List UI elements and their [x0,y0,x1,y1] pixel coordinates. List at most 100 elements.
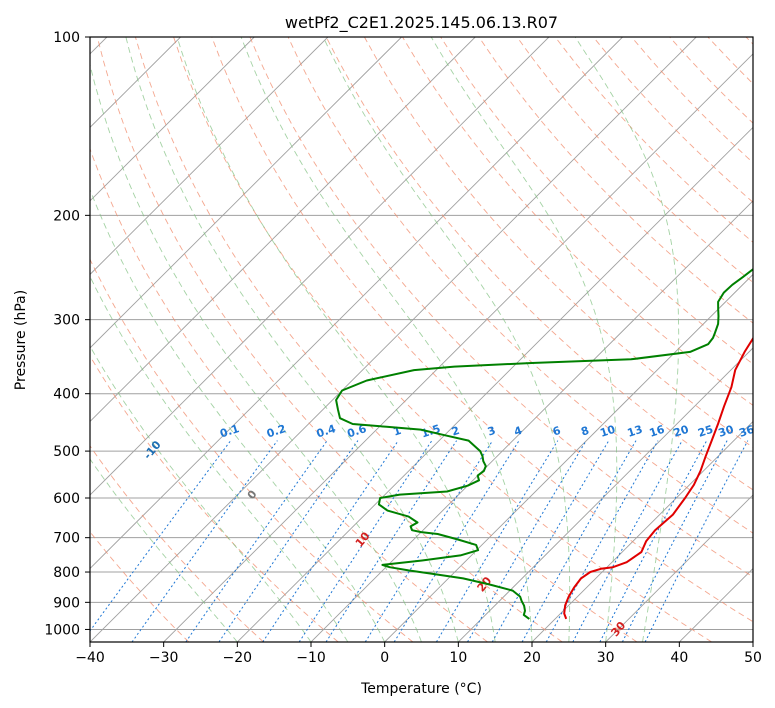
mixing-ratio-line [491,440,610,642]
moist-adiabat-line [90,345,312,642]
dry-adiabat-line [96,37,563,642]
dry-adiabat-line [287,37,753,534]
isotherm-line [90,37,623,570]
isotherm-line [90,37,329,276]
y-tick-label: 1000 [44,622,80,638]
plot-frame [89,36,754,643]
moist-adiabats [90,37,680,642]
mixing-ratio-line [325,440,458,642]
x-tick-label: 0 [380,650,389,666]
mixing-ratio-line [298,440,433,642]
moist-adiabat-line [176,37,496,642]
y-tick-label: 500 [53,444,80,460]
mixing-ratio-label: 8 [579,424,590,439]
moist-adiabat-line [90,62,422,642]
x-tick-label: 40 [670,650,688,666]
x-axis-title: Temperature (°C) [360,681,482,697]
isotherm-line [90,37,476,423]
mixing-ratio-label: 0.1 [218,422,241,440]
chart-title: wetPf2_C2E1.2025.145.06.13.R07 [285,13,558,33]
mixing-ratio-line [467,440,587,642]
isotherm-line [605,494,753,642]
mixing-ratio-line [185,440,328,642]
mixing-ratio-label: 0.6 [346,422,369,440]
mixing-ratio-label: 1 [392,424,403,439]
mixing-ratio-label: 25 [696,423,715,440]
mixing-ratio-label: 10 [598,423,617,440]
moist-adiabat-line [90,458,238,642]
mixing-ratio-line [393,440,520,642]
dewpoint-profile-line [335,267,753,620]
dry-adiabat-line [211,37,753,623]
dry-adiabat-line [90,445,264,642]
isotherm-line [163,53,753,642]
x-axis-ticks: −40 −30 −20 −10 0 10 20 30 40 50 [75,642,762,666]
mixing-ratio-label: 20 [672,423,691,440]
mixing-ratio-line [599,440,708,642]
isotherm-line [90,37,402,349]
x-tick-label: −20 [223,650,253,666]
moist-adiabat-line [240,37,533,642]
mixing-ratio-label: 36 [737,423,756,440]
dry-adiabat-line [325,37,753,491]
x-tick-label: −30 [149,650,179,666]
x-tick-label: 10 [449,650,467,666]
dry-adiabat-line [134,37,638,642]
y-axis-ticks: 100 200 300 400 500 600 700 800 900 1000 [44,30,90,638]
isotherm-line [384,273,753,642]
y-tick-label: 400 [53,387,80,403]
mixing-ratio-lines [90,440,749,642]
mixing-ratio-line [131,440,278,642]
sounding-profiles [335,267,753,620]
isotherm-line [531,420,753,642]
moist-adiabat-line [574,37,680,642]
isotherm-line [458,347,753,642]
mixing-ratio-label: 16 [648,423,667,440]
x-tick-label: −40 [75,650,105,666]
mixing-ratio-label: 3 [486,424,497,439]
x-tick-label: 50 [744,650,762,666]
y-tick-label: 900 [53,595,80,611]
plot-area: -100-90-80-70-60-50-40-30-20-10010203040… [90,37,756,642]
mixing-ratio-label: 0.4 [315,422,338,440]
x-tick-label: 20 [523,650,541,666]
mixing-ratio-line [545,440,659,642]
moist-adiabat-line [430,37,618,642]
mixing-ratio-label: 0.2 [265,422,288,440]
mixing-ratio-labels: 0.1 0.2 0.4 0.6 1 1.5 2 3 4 6 8 10 13 16 20 25 30 36 [218,422,756,440]
moist-adiabat-line [322,37,571,642]
mixing-ratio-line [521,440,637,642]
isotherm-line [90,37,550,496]
y-tick-label: 200 [53,208,80,224]
skewed-isotherms [90,37,753,642]
dry-adiabat-line [249,37,753,578]
y-tick-label: 600 [53,491,80,507]
y-tick-label: 800 [53,565,80,581]
isotherm-line [90,37,697,642]
y-tick-label: 300 [53,313,80,329]
mixing-ratio-label: 13 [626,423,645,440]
mixing-ratio-label: 4 [512,424,524,439]
moist-adiabat-line [90,275,349,642]
mixing-ratio-label: 2 [450,424,461,439]
x-tick-label: −10 [296,650,326,666]
moist-adiabat-line [125,37,459,642]
x-tick-label: 30 [597,650,615,666]
mixing-ratio-line [435,440,559,642]
mixing-ratio-label: 6 [551,424,563,439]
mixing-ratio-label: 30 [717,423,736,440]
y-tick-label: 700 [53,531,80,547]
temperature-profile-line [563,336,753,620]
isotherm-line [237,126,753,642]
dry-adiabat-line [173,37,712,642]
mixing-ratio-line [621,440,728,642]
dry-adiabat-line [516,37,753,283]
y-tick-label: 100 [53,30,80,46]
dry-adiabat-line [90,258,414,642]
moist-adiabat-line [90,188,386,642]
mixing-ratio-line [572,440,683,642]
y-axis-title: Pressure (hPa) [13,290,29,390]
isotherm-line [90,37,255,202]
